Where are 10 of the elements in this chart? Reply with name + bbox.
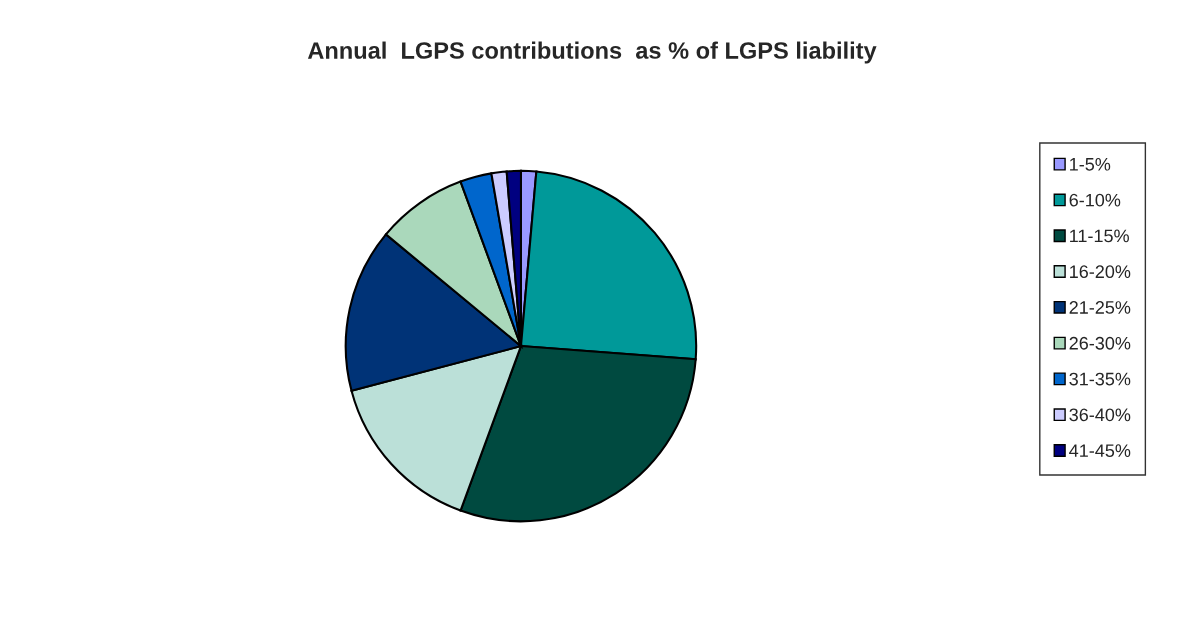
legend-label: 41-45% [1069, 444, 1131, 457]
legend-label: 21-25% [1069, 301, 1131, 314]
chart-title: Annual LGPS contributions as % of LGPS liability [307, 41, 877, 64]
legend-label: 26-30% [1069, 336, 1131, 350]
legend-label: 1-5% [1070, 157, 1111, 171]
legend-label: 16-20% [1070, 265, 1131, 279]
legend-label: 31-35% [1069, 372, 1131, 386]
legend-label: 11-15% [1070, 229, 1129, 243]
legend-label: 6-10% [1069, 193, 1121, 207]
legend-label: 36-40% [1069, 408, 1131, 422]
